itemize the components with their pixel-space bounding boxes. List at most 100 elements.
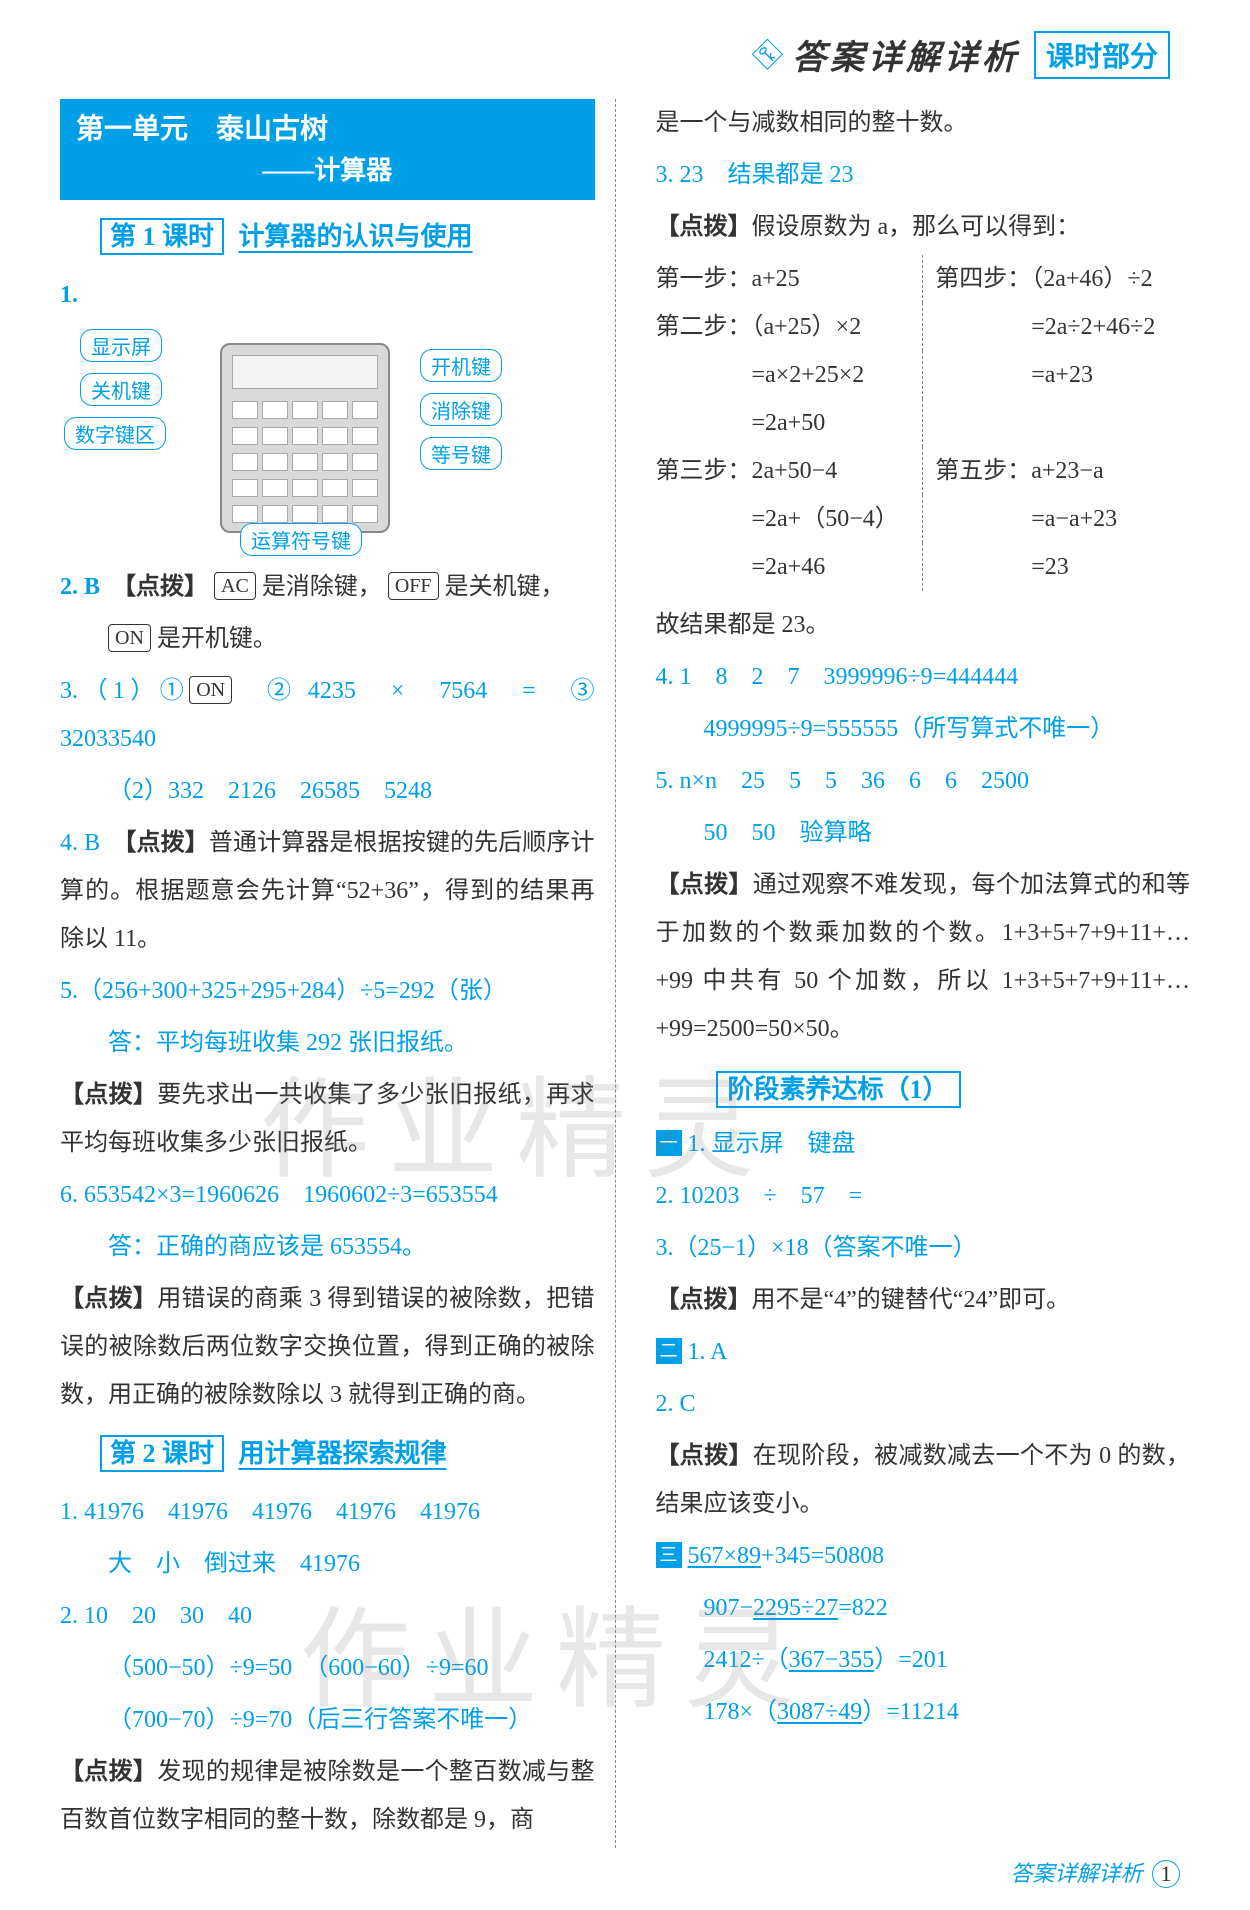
key-on: ON [108,624,151,652]
r-q5-hint-label: 【点拨】 [656,872,753,898]
q6-hint: 【点拨】用错误的商乘 3 得到错误的被除数，把错误的被除数后两位数字交换位置，得… [60,1275,595,1419]
r-q5-hint: 【点拨】通过观察不难发现，每个加法算式的和等于加数的个数乘加数的个数。1+3+5… [656,861,1191,1053]
b3-3a: 2412÷（ [704,1647,789,1673]
l2-q1b: 大 小 倒过来 41976 [60,1540,595,1588]
s6r: =a−a+23 [923,495,1190,543]
b3-4: 178×（3087÷49）=11214 [656,1688,1191,1736]
q2-rest1: 是消除键， [262,574,382,600]
page-number: 1 [1152,1860,1180,1888]
b1-3: 3.（25−1）×18（答案不唯一） [656,1224,1191,1272]
b3-4c: ）=11214 [862,1699,959,1725]
q2-label: 2. B 【点拨】 [60,574,208,600]
lesson1-box: 第 1 课时 [100,218,224,255]
calculator-diagram: 显示屏 关机键 数字键区 开机键 消除键 等号键 运算符号键 [60,323,540,553]
label-equal: 等号键 [420,437,502,470]
r-q3-hint-intro: 【点拨】假设原数为 a，那么可以得到： [656,203,1191,251]
page-header: ⚿ 答案详解详析 课时部分 [60,30,1190,79]
q4-hint-label: 【点拨】 [124,830,208,856]
b3-3c: ）=201 [874,1647,948,1673]
s6l: =2a+（50−4） [656,495,924,543]
unit-banner: 第一单元 泰山古树 ——计算器 [60,99,595,200]
q1-num: 1. [60,282,78,308]
r-q4a: 4. 1 8 2 7 3999996÷9=444444 [656,653,1191,701]
b3-2: 907−2295÷27=822 [656,1584,1191,1632]
r-cont: 是一个与减数相同的整十数。 [656,99,1191,147]
l2-q2-hint-label: 【点拨】 [60,1759,157,1785]
s4l: =2a+50 [656,399,924,447]
b2-1: 二 1. A [656,1328,1191,1376]
b1-1: 一 1. 显示屏 键盘 [656,1120,1191,1168]
q5b: 答：平均每班收集 292 张旧报纸。 [60,1019,595,1067]
q2-line2a: 是开机键。 [157,626,277,652]
s7l: =2a+46 [656,543,924,591]
b3-3b: 367−355 [789,1647,875,1673]
b3-1a: 567×89 [688,1543,762,1569]
lesson1-heading: 第 1 课时 计算器的认识与使用 [100,216,595,253]
unit-line1: 第一单元 泰山古树 [76,109,579,151]
q5-hint: 【点拨】要先求出一共收集了多少张旧报纸，再求平均每班收集多少张旧报纸。 [60,1071,595,1167]
b1-1-text: 1. 显示屏 键盘 [688,1131,856,1157]
block1-icon: 一 [656,1130,682,1156]
unit-line2: ——计算器 [76,151,579,190]
q6b: 答：正确的商应该是 653554。 [60,1223,595,1271]
r-q3-hint-intro-text: 假设原数为 a，那么可以得到： [752,214,1081,240]
lesson2-title: 用计算器探索规律 [239,1439,447,1468]
content-columns: 第一单元 泰山古树 ——计算器 第 1 课时 计算器的认识与使用 1. 显示屏 … [60,99,1190,1848]
calc-body [220,343,390,533]
key-ac: AC [214,572,256,600]
s4r [923,399,1190,447]
r-q5a: 5. n×n 25 5 5 36 6 6 2500 [656,757,1191,805]
b1-hint-text: 用不是“4”的键替代“24”即可。 [752,1287,1071,1313]
q6a: 6. 653542×3=1960626 1960602÷3=653554 [60,1171,595,1219]
q1: 1. [60,271,595,319]
q4: 4. B 【点拨】普通计算器是根据按键的先后顺序计算的。根据题意会先计算“52+… [60,819,595,963]
calc-screen [232,355,378,389]
label-clear: 消除键 [420,393,502,426]
section-heading: 阶段素养达标（1） [716,1069,1191,1106]
q6-hint-label: 【点拨】 [60,1286,157,1312]
r-q5b: 50 50 验算略 [656,809,1191,857]
b2-1-text: 1. A [688,1339,728,1365]
b3-2a: 907− [704,1595,754,1621]
r-q3-hint-label: 【点拨】 [656,214,752,240]
right-column: 是一个与减数相同的整十数。 3. 23 结果都是 23 【点拨】假设原数为 a，… [656,99,1191,1848]
l2-q2a: 2. 10 20 30 40 [60,1592,595,1640]
q2-rest2: 是关机键， [445,574,565,600]
q3-line1: 3.（1）①ON ② 4235 × 7564 = ③ 32033540 [60,667,595,763]
block3-icon: 三 [656,1542,682,1568]
s7r: =23 [923,543,1190,591]
s5r: 第五步：a+23−a [923,447,1190,495]
b2-hint: 【点拨】在现阶段，被减数减去一个不为 0 的数，结果应该变小。 [656,1432,1191,1528]
left-column: 第一单元 泰山古树 ——计算器 第 1 课时 计算器的认识与使用 1. 显示屏 … [60,99,616,1848]
page-footer: 答案详解详析 1 [1010,1856,1180,1888]
r-q4b: 4999995÷9=555555（所写算式不唯一） [656,705,1191,753]
header-box: 课时部分 [1034,31,1170,79]
q5-hint-label: 【点拨】 [60,1082,157,1108]
q5a: 5.（256+300+325+295+284）÷5=292（张） [60,967,595,1015]
s1r: 第四步：（2a+46）÷2 [923,255,1190,303]
b1-hint-label: 【点拨】 [656,1287,752,1313]
key-icon: ⚿ [746,32,790,76]
q4-num: 4. B [60,830,100,856]
key-off: OFF [388,572,439,600]
l2-q1a: 1. 41976 41976 41976 41976 41976 [60,1488,595,1536]
b3-3: 2412÷（367−355）=201 [656,1636,1191,1684]
section-text: 阶段素养达标（1） [716,1071,961,1108]
lesson2-box: 第 2 课时 [100,1435,224,1472]
b3-1: 三 567×89+345=50808 [656,1532,1191,1580]
q3-line2: （2）332 2126 26585 5248 [60,767,595,815]
b3-1b: +345=50808 [761,1543,884,1569]
lesson2-heading: 第 2 课时 用计算器探索规律 [100,1433,595,1470]
label-display: 显示屏 [80,329,162,362]
l2-q2b: （500−50）÷9=50 （600−60）÷9=60 [60,1644,595,1692]
b3-2c: =822 [838,1595,888,1621]
b2-2: 2. C [656,1380,1191,1428]
q3a: 3.（1）① [60,678,189,704]
s3l: =a×2+25×2 [656,351,924,399]
b1-hint: 【点拨】用不是“4”的键替代“24”即可。 [656,1276,1191,1324]
b1-2: 2. 10203 ÷ 57 = [656,1172,1191,1220]
key-on2: ON [189,676,232,704]
block2-icon: 二 [656,1338,682,1364]
b2-hint-label: 【点拨】 [656,1443,753,1469]
s2l: 第二步：（a+25）×2 [656,303,924,351]
